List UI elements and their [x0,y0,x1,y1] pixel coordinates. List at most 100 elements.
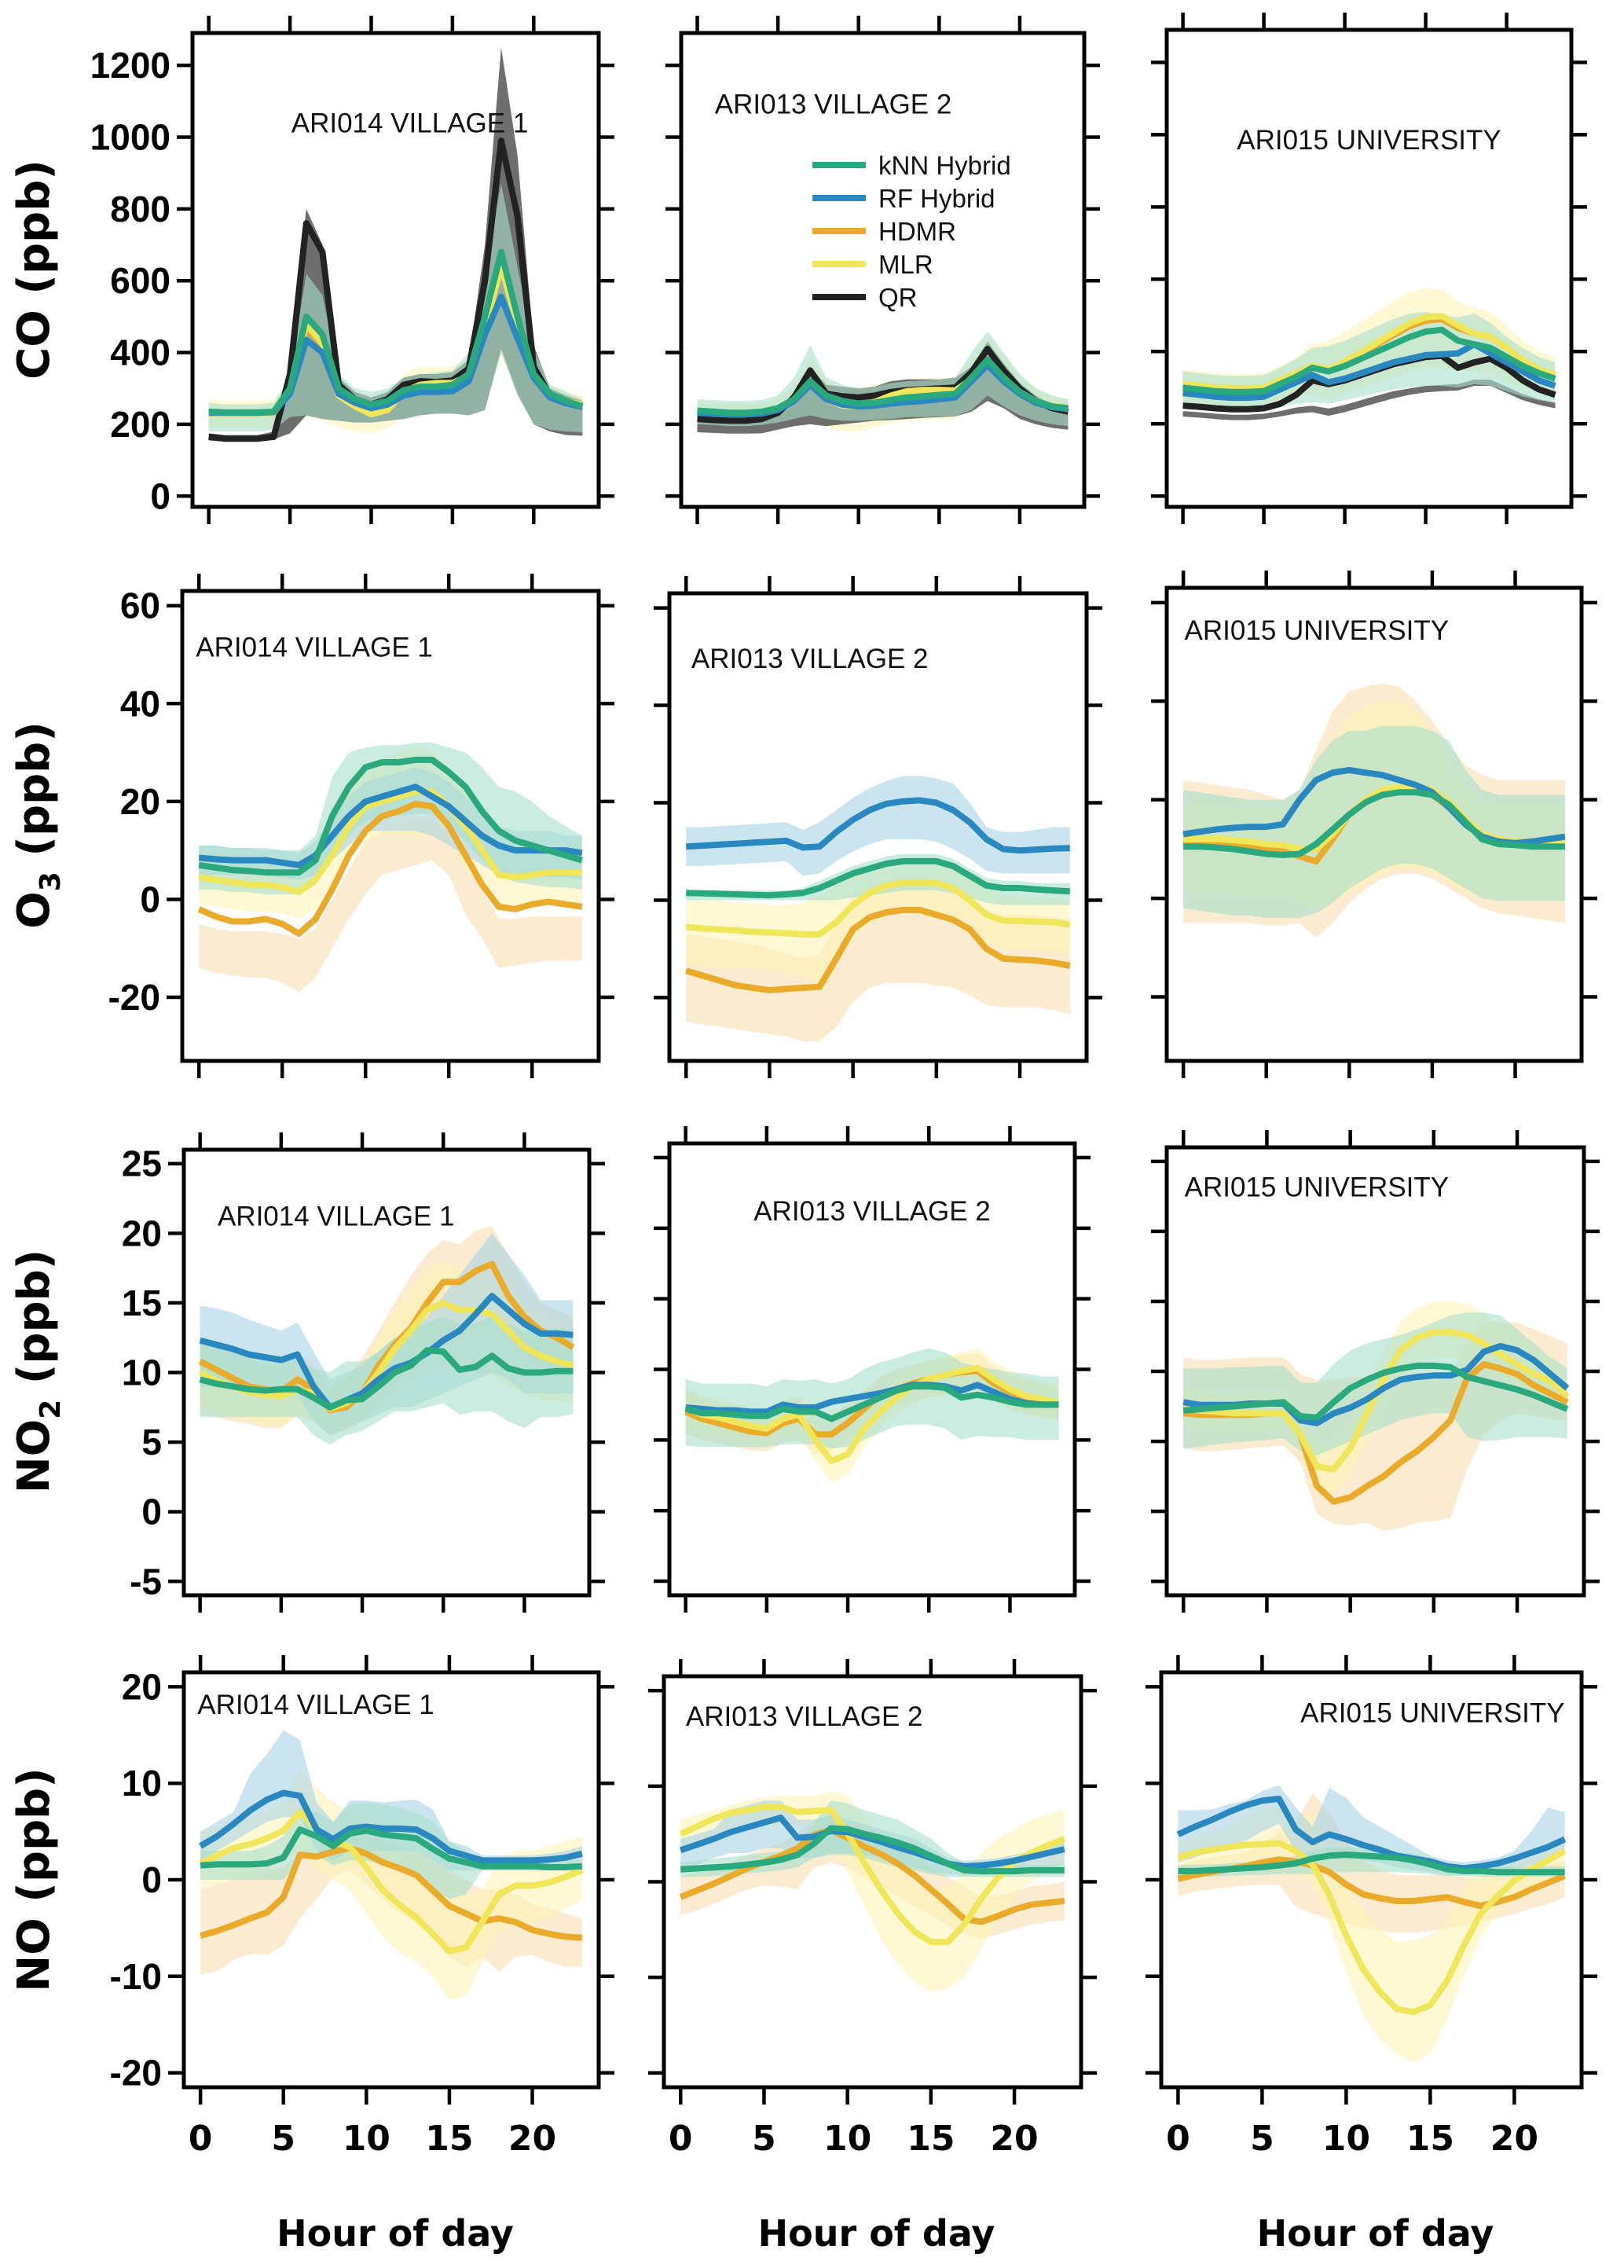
band-knn-hybrid [1183,725,1565,919]
x-tick-label: 0 [189,2119,213,2159]
panel-title: ARI014 VILLAGE 1 [196,633,433,663]
panel-title: ARI013 VILLAGE 2 [691,644,929,674]
panel-no-2: 0 5 10 15 20 ARI013 VILLAGE 2 [648,1659,1097,2159]
band-qr [1182,380,1556,420]
line-mlr [198,788,582,896]
line-mlr [198,1299,574,1412]
y-axis-title-main: CO [9,310,60,380]
x-tick-label: 5 [752,2119,776,2159]
line-hdmr [199,1844,583,1941]
legend-label: HDMR [878,217,956,246]
x-axis-titles: Hour of day Hour of day Hour of day [277,2212,1494,2255]
line-rf-hybrid [685,797,1070,854]
y-tick-label: 20 [120,781,160,822]
y-axis-title-unit: (ppb) [9,1767,60,1918]
y-tick-label: 0 [141,1492,162,1532]
y-tick-label: 15 [122,1283,162,1323]
panel-no-3: 0 5 10 15 20 ARI015 UNIVERSITY [1146,1655,1597,2159]
legend-label: RF Hybrid [878,184,995,213]
panel-title: ARI013 VILLAGE 2 [715,90,952,120]
line-rf-hybrid [199,1789,583,1864]
plot-area [1182,1301,1570,1532]
y-tick-label: 25 [122,1143,162,1184]
line-knn-hybrid [1183,789,1565,858]
y-tick-label: 40 [120,683,160,724]
panel-title: ARI015 UNIVERSITY [1237,125,1501,156]
y-axis-title-unit: (ppb) [9,721,60,872]
x-tick-label: 15 [425,2119,473,2159]
panel-frame [190,31,601,509]
y-axis-title-subscript: 3 [35,872,67,891]
panel-title: ARI015 UNIVERSITY [1185,615,1450,646]
y-tick-label: 1200 [90,45,170,86]
x-tick-label: 5 [271,2119,295,2159]
line-knn-hybrid [200,1826,583,1870]
y-tick-label: 0 [150,475,170,516]
plot-area [208,47,584,442]
panel-frame [679,31,1087,509]
plot-area [685,776,1071,1042]
line-knn-hybrid [199,1347,574,1411]
line-knn-hybrid [697,356,1069,417]
line-knn-hybrid [684,1383,1059,1422]
line-rf-hybrid [679,1815,1065,1870]
x-tick-label: 20 [1490,2119,1538,2159]
line-knn-hybrid [1182,326,1556,395]
panel-o3-3: ARI015 UNIVERSITY [1151,571,1597,1078]
panel-title: ARI014 VILLAGE 1 [197,1690,434,1720]
panel-title: ARI015 UNIVERSITY [1185,1173,1450,1203]
band-knn-hybrid [200,1802,582,1899]
panel-no2-1: -5 0 5 10 15 20 25 ARI014 VILLAGE 1 [122,1132,605,1613]
line-knn-hybrid [686,857,1071,899]
band-mlr [1178,1807,1565,2064]
panel-frame [1164,28,1574,509]
band-hdmr [199,820,582,993]
legend-label: MLR [878,250,933,279]
legend-item-hdmr: HDMR [812,217,956,246]
panel-title: ARI014 VILLAGE 1 [291,108,529,139]
panel-co-3: ARI015 UNIVERSITY [1151,13,1587,524]
line-knn-hybrid [198,756,583,876]
panel-no2-3: ARI015 UNIVERSITY [1151,1130,1600,1613]
panel-title: ARI014 VILLAGE 1 [218,1201,455,1231]
panel-no-1: 0 5 10 15 20 -20 -10 0 10 20 ARI014 VILLAGE 1 [110,1655,614,2159]
x-axis-title: Hour of day [1257,2212,1494,2255]
y-axis-title-co: CO (ppb) [9,160,60,380]
line-mlr [1177,1840,1567,2016]
plot-area [198,1226,575,1445]
y-tick-label: 20 [122,1666,162,1707]
y-tick-label: -5 [130,1561,162,1602]
y-axis-title-o3: O3 (ppb) [9,721,67,929]
band-rf-hybrid [1178,1785,1565,1875]
line-knn-hybrid [208,248,584,416]
line-rf-hybrid [199,1293,574,1411]
y-axis-titles: CO (ppb)O3 (ppb)NO2 (ppb)NO (ppb) [9,160,67,1992]
x-tick-label: 5 [1250,2119,1274,2159]
panel-title: ARI013 VILLAGE 2 [686,1701,923,1732]
y-tick-label: 600 [110,260,170,301]
panel-no2-2: ARI013 VILLAGE 2 [654,1126,1091,1613]
legend-item-knn: kNN Hybrid [812,151,1011,180]
y-tick-label: 1000 [90,116,170,157]
panel-title: ARI015 UNIVERSITY [1300,1697,1565,1728]
y-tick-label: 200 [110,404,170,445]
line-mlr [1182,313,1556,392]
y-axis-title-main: O [9,891,60,929]
legend-item-rf: RF Hybrid [812,184,995,213]
y-tick-label: 10 [122,1352,162,1393]
y-tick-label: 20 [122,1213,162,1253]
panel-title: ARI013 VILLAGE 2 [753,1196,991,1227]
line-mlr [685,879,1071,938]
line-rf-hybrid [198,784,583,868]
x-tick-label: 10 [343,2119,390,2159]
panel-o3-2: ARI013 VILLAGE 2 [654,576,1102,1078]
x-tick-label: 10 [1322,2119,1370,2159]
line-qr [697,346,1069,424]
y-axis-title-no2: NO2 (ppb) [9,1250,67,1494]
x-tick-label: 20 [990,2119,1038,2159]
y-axis-title-unit: (ppb) [9,160,60,310]
y-axis-title-unit: (ppb) [9,1250,60,1400]
plot-area [684,1348,1060,1483]
